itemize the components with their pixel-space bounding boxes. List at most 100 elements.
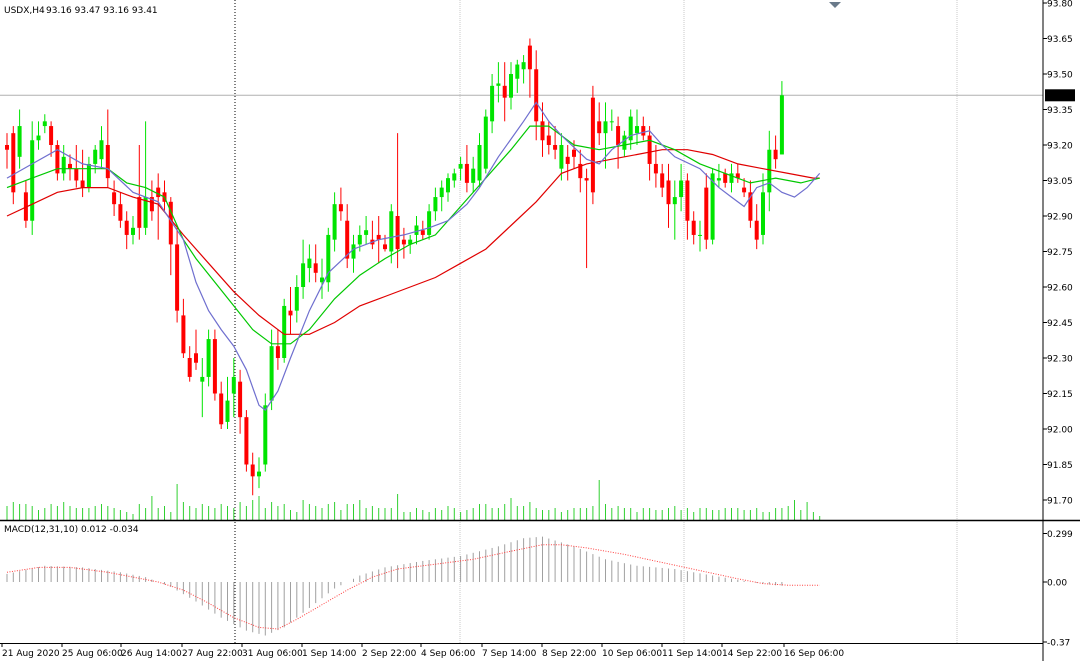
candle-body — [389, 211, 394, 252]
candle-body — [194, 353, 198, 363]
candle-body — [257, 471, 261, 477]
candle-body — [754, 220, 759, 240]
moving-average-mid-line — [6, 125, 820, 345]
candle-body — [679, 180, 684, 198]
candle-body — [282, 305, 287, 358]
candle-body — [11, 133, 16, 193]
candle-body — [401, 239, 406, 245]
candle-body — [395, 216, 400, 250]
candle-body — [464, 163, 469, 183]
candle-body — [332, 204, 337, 240]
time-axis-label: 4 Sep 06:00 — [421, 649, 476, 659]
candle-body — [616, 126, 621, 145]
candle-body — [80, 180, 85, 188]
candle-body — [735, 173, 740, 179]
candle-body — [131, 227, 135, 235]
candle-body — [767, 149, 772, 193]
candle-body — [238, 381, 243, 418]
price-axis-label: 92.15 — [1047, 390, 1073, 400]
candle-body — [559, 145, 564, 169]
candle-body — [345, 220, 350, 259]
time-axis-label: 27 Aug 22:00 — [182, 649, 243, 659]
candle-body — [212, 339, 217, 394]
macd-indicator-label: MACD(12,31,10) 0.012 -0.034 — [4, 525, 139, 535]
price-axis-label: 92.90 — [1047, 213, 1073, 223]
candle-body — [572, 149, 576, 157]
candle-body — [30, 140, 35, 221]
candle-body — [521, 62, 526, 70]
candle-body — [168, 201, 173, 245]
candle-body — [61, 156, 66, 174]
candle-body — [420, 230, 425, 235]
time-axis-label: 8 Sep 22:00 — [542, 649, 597, 659]
time-axis-label: 10 Sep 06:00 — [602, 649, 662, 659]
candle-body — [553, 145, 558, 150]
ohlc-readout: 93.16 93.47 93.16 93.41 — [46, 6, 158, 16]
candle-body — [609, 121, 614, 123]
candle-body — [660, 173, 665, 188]
candle-body — [294, 287, 299, 311]
candle-body — [773, 149, 778, 160]
candle-body — [68, 163, 72, 169]
moving-average-fast-line — [6, 101, 821, 411]
candle-body — [653, 163, 658, 174]
candle-body — [5, 145, 9, 150]
candle-body — [603, 121, 608, 134]
candle-body — [597, 121, 602, 134]
candle-body — [761, 192, 765, 235]
candle-body — [269, 346, 274, 401]
candle-body — [55, 145, 60, 174]
candle-body — [565, 156, 570, 164]
candle-body — [742, 187, 747, 193]
price-axis-label: 93.35 — [1047, 106, 1073, 116]
time-axis-label: 21 Aug 2020 — [2, 649, 60, 659]
time-axis-label: 7 Sep 14:00 — [482, 649, 537, 659]
candle-body — [723, 173, 728, 183]
chart-shift-marker-icon[interactable] — [829, 2, 841, 8]
macd-axis-label: 0.00 — [1047, 579, 1067, 589]
candle-body — [206, 339, 211, 377]
price-axis-label: 92.45 — [1047, 319, 1073, 329]
candle-body — [301, 263, 306, 287]
candle-body — [490, 85, 495, 122]
candle-body — [338, 204, 343, 212]
candle-body — [187, 358, 192, 377]
candle-body — [515, 64, 520, 79]
candle-body — [628, 116, 633, 141]
moving-average-slow-line — [6, 149, 820, 335]
candle-body — [729, 173, 734, 183]
candle-body — [527, 45, 532, 70]
candle-body — [458, 163, 463, 169]
time-axis-label: 11 Sep 14:00 — [662, 649, 722, 659]
candle-body — [408, 239, 413, 245]
candle-body — [383, 244, 387, 250]
candle-body — [36, 135, 41, 141]
candle-body — [691, 220, 696, 235]
candle-body — [704, 187, 709, 240]
candle-body — [376, 234, 381, 240]
candle-body — [74, 168, 79, 181]
candle-body — [698, 234, 702, 236]
time-axis-label: 25 Aug 06:00 — [62, 649, 123, 659]
candle-body — [17, 126, 22, 157]
candle-body — [716, 178, 721, 181]
macd-axis-label: 0.299 — [1047, 530, 1073, 540]
candle-body — [175, 244, 180, 311]
price-axis-label: 92.75 — [1047, 248, 1073, 258]
candle-body — [351, 244, 356, 259]
candle-body — [672, 197, 677, 205]
candle-body — [313, 263, 318, 273]
candle-body — [250, 464, 255, 477]
candle-body — [590, 97, 595, 193]
candle-body — [748, 192, 753, 221]
price-axis-label: 93.80 — [1047, 0, 1073, 10]
candle-body — [502, 85, 507, 98]
candle-body — [49, 126, 54, 145]
price-axis-label: 93.50 — [1047, 71, 1073, 81]
candle-body — [200, 376, 205, 382]
candle-body — [546, 135, 551, 145]
candle-body — [439, 187, 444, 198]
price-axis-label: 91.85 — [1047, 461, 1073, 471]
